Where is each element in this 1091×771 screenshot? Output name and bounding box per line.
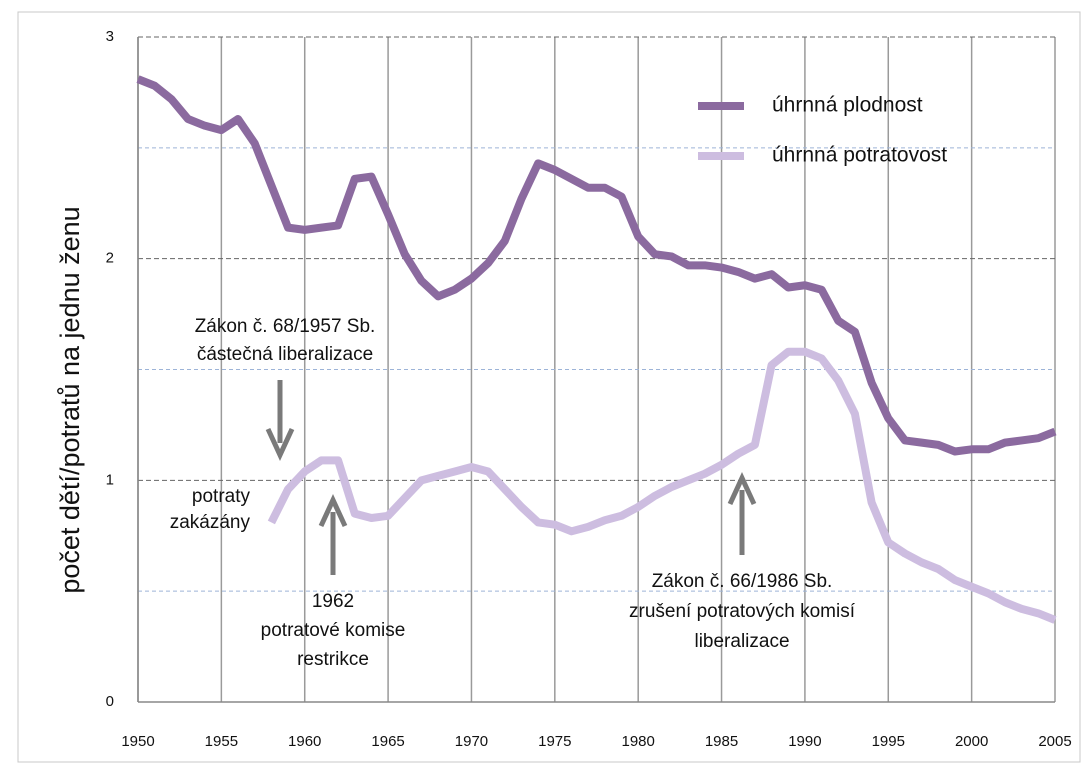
- annotation: liberalizace: [694, 631, 789, 652]
- annotation: zakázány: [170, 512, 251, 533]
- annotation: restrikce: [297, 649, 369, 670]
- y-tick-label: 0: [106, 693, 114, 710]
- arrow-head: [318, 494, 348, 528]
- x-tick-label: 1975: [538, 733, 571, 750]
- annotation: zrušení potratových komisí: [629, 601, 856, 622]
- y-tick-label: 3: [106, 28, 114, 45]
- y-tick-label: 1: [106, 471, 114, 488]
- x-tick-label: 1990: [788, 733, 821, 750]
- legend-label: úhrnná potratovost: [772, 144, 947, 167]
- arrow-head: [727, 472, 757, 506]
- x-tick-label: 1995: [872, 733, 905, 750]
- x-tick-label: 1950: [121, 733, 154, 750]
- annotation: 1962: [312, 591, 354, 612]
- x-tick-label: 1965: [371, 733, 404, 750]
- legend-label: úhrnná plodnost: [772, 94, 923, 117]
- annotation: Zákon č. 68/1957 Sb.: [195, 316, 376, 337]
- x-tick-label: 1980: [621, 733, 654, 750]
- x-tick-label: 2000: [955, 733, 988, 750]
- annotation: částečná liberalizace: [197, 344, 373, 365]
- x-tick-label: 1955: [205, 733, 238, 750]
- x-tick-label: 1985: [705, 733, 738, 750]
- x-tick-label: 1960: [288, 733, 321, 750]
- chart-frame: [17, 11, 1081, 763]
- annotation: Zákon č. 66/1986 Sb.: [652, 571, 833, 592]
- arrow-head: [265, 427, 295, 461]
- x-tick-label: 2005: [1038, 733, 1071, 750]
- annotation: potratové komise: [261, 620, 406, 641]
- series-line: [267, 347, 1057, 624]
- y-tick-label: 2: [106, 250, 114, 267]
- y-axis-label: počet dětí/potratů na jednu ženu: [55, 206, 85, 593]
- x-tick-label: 1970: [455, 733, 488, 750]
- series-line: [136, 75, 1057, 456]
- annotation: potraty: [192, 486, 251, 507]
